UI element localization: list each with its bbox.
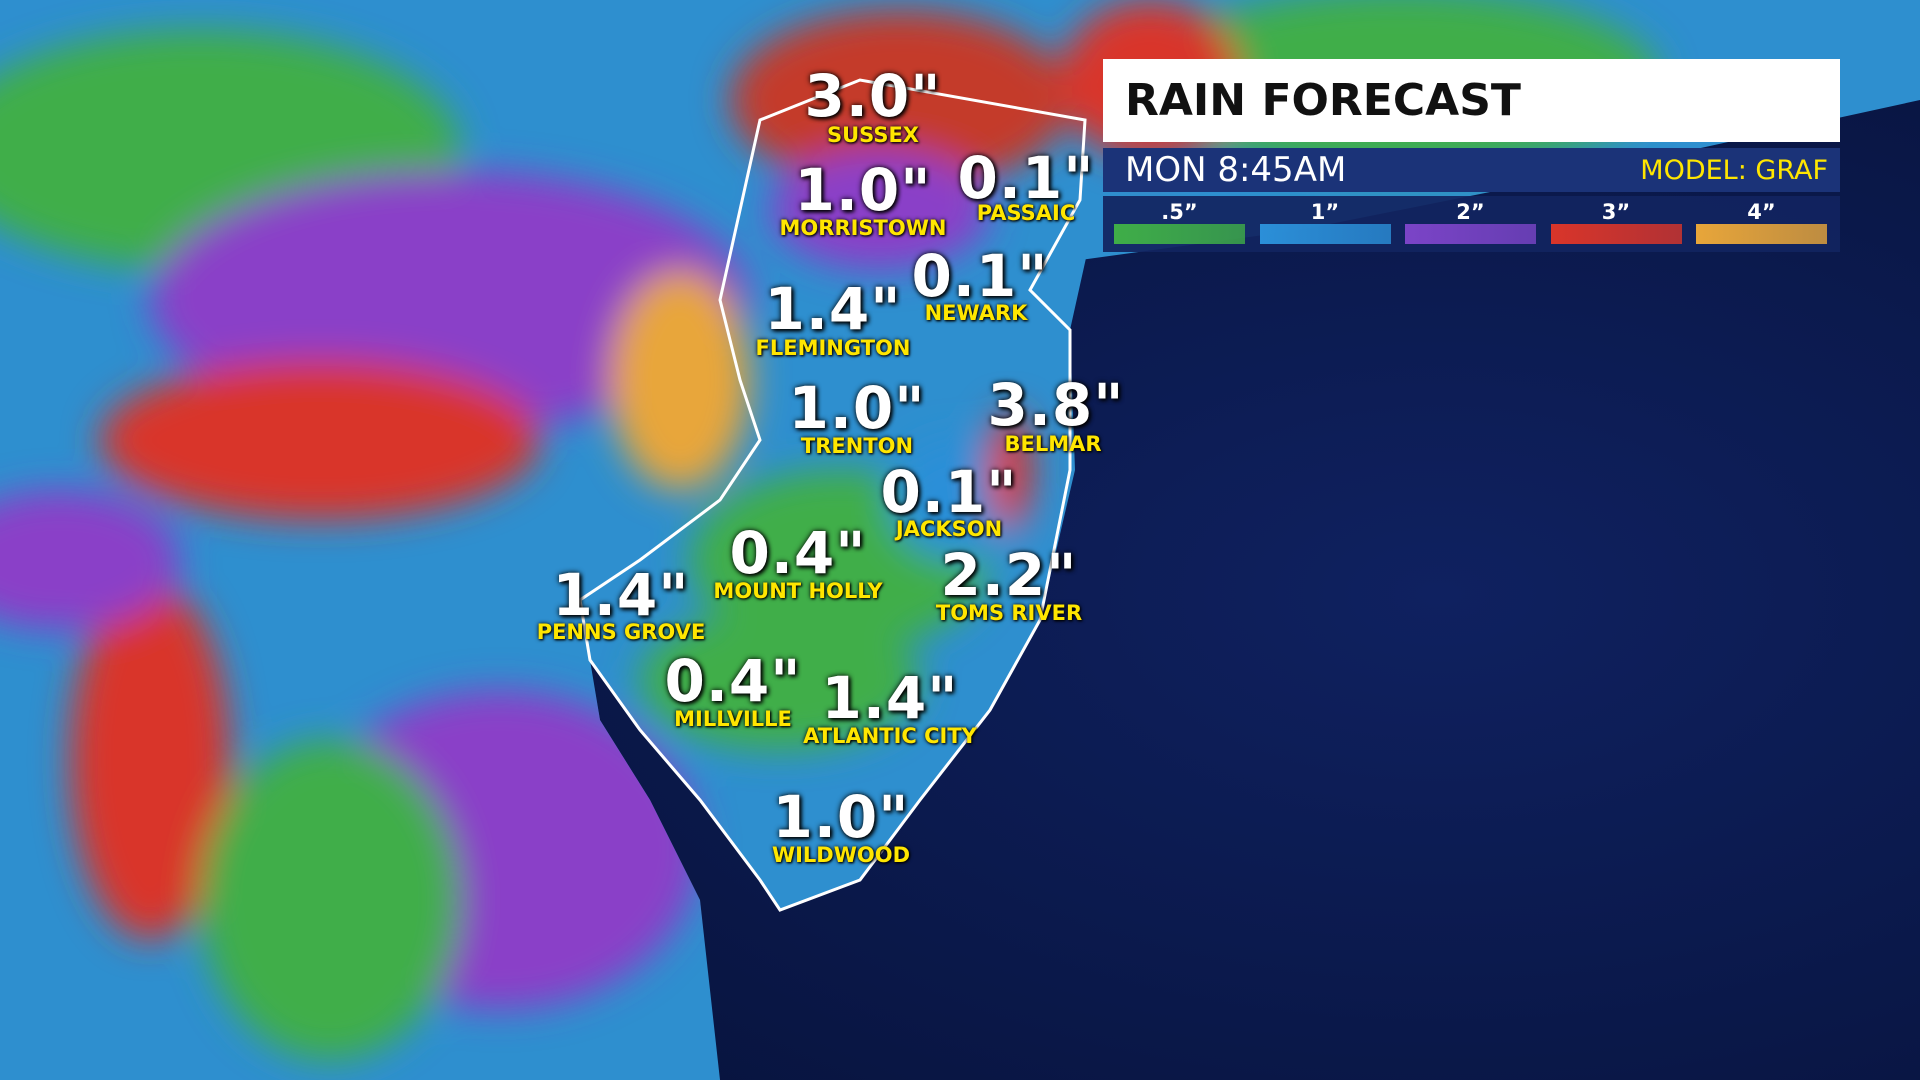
panel-title: RAIN FORECAST <box>1103 59 1840 142</box>
legend-label: 1” <box>1310 200 1340 224</box>
forecast-time: MON 8:45AM <box>1125 150 1347 190</box>
city-name: ATLANTIC CITY <box>803 724 977 748</box>
city-name: JACKSON <box>895 517 1003 541</box>
model-name: MODEL: GRAF <box>1640 154 1828 186</box>
legend-swatch <box>1114 224 1245 244</box>
rain-amount: 0.4" <box>729 519 867 587</box>
rain-amount: 1.0" <box>772 783 910 851</box>
rain-amount: 0.1" <box>911 242 1049 310</box>
city-name: WILDWOOD <box>771 843 911 867</box>
legend-swatch <box>1696 224 1827 244</box>
legend-label: .5” <box>1161 200 1198 224</box>
city-name: TRENTON <box>800 434 914 458</box>
city-name: PASSAIC <box>976 201 1076 225</box>
rain-amount: 1.4" <box>552 561 690 629</box>
city-name: SUSSEX <box>826 123 920 147</box>
rain-amount: 0.4" <box>664 647 802 715</box>
legend-swatch <box>1550 224 1682 244</box>
rain-amount: 1.4" <box>764 275 902 343</box>
rain-amount: 0.1" <box>880 458 1018 526</box>
rain-amount: 3.8" <box>987 371 1125 439</box>
legend-label: 3” <box>1601 200 1631 224</box>
rain-amount: 3.0" <box>804 62 942 130</box>
city-name: MILLVILLE <box>674 707 792 731</box>
city-name: NEWARK <box>924 301 1028 325</box>
city-name: PENNS GROVE <box>536 620 706 644</box>
city-name: BELMAR <box>1004 432 1102 456</box>
city-name: MORRISTOWN <box>779 216 947 240</box>
city-name: TOMS RIVER <box>935 601 1083 625</box>
legend-swatch <box>1259 224 1391 244</box>
rain-amount: 0.1" <box>957 144 1095 212</box>
rain-amount: 1.4" <box>821 664 959 732</box>
state-outline <box>578 78 1087 912</box>
rain-amount: 2.2" <box>940 541 1078 609</box>
legend-swatch <box>1405 224 1536 244</box>
city-name: MOUNT HOLLY <box>713 579 883 603</box>
rain-amount: 1.0" <box>788 374 926 442</box>
legend-label: 2” <box>1456 200 1485 224</box>
legend: .5” 1” 2” 3” 4” <box>1103 196 1840 252</box>
city-name: FLEMINGTON <box>755 336 911 360</box>
panel-bar: MON 8:45AM MODEL: GRAF <box>1103 148 1840 192</box>
legend-label: 4” <box>1747 200 1776 224</box>
rain-amount: 1.0" <box>794 156 932 224</box>
